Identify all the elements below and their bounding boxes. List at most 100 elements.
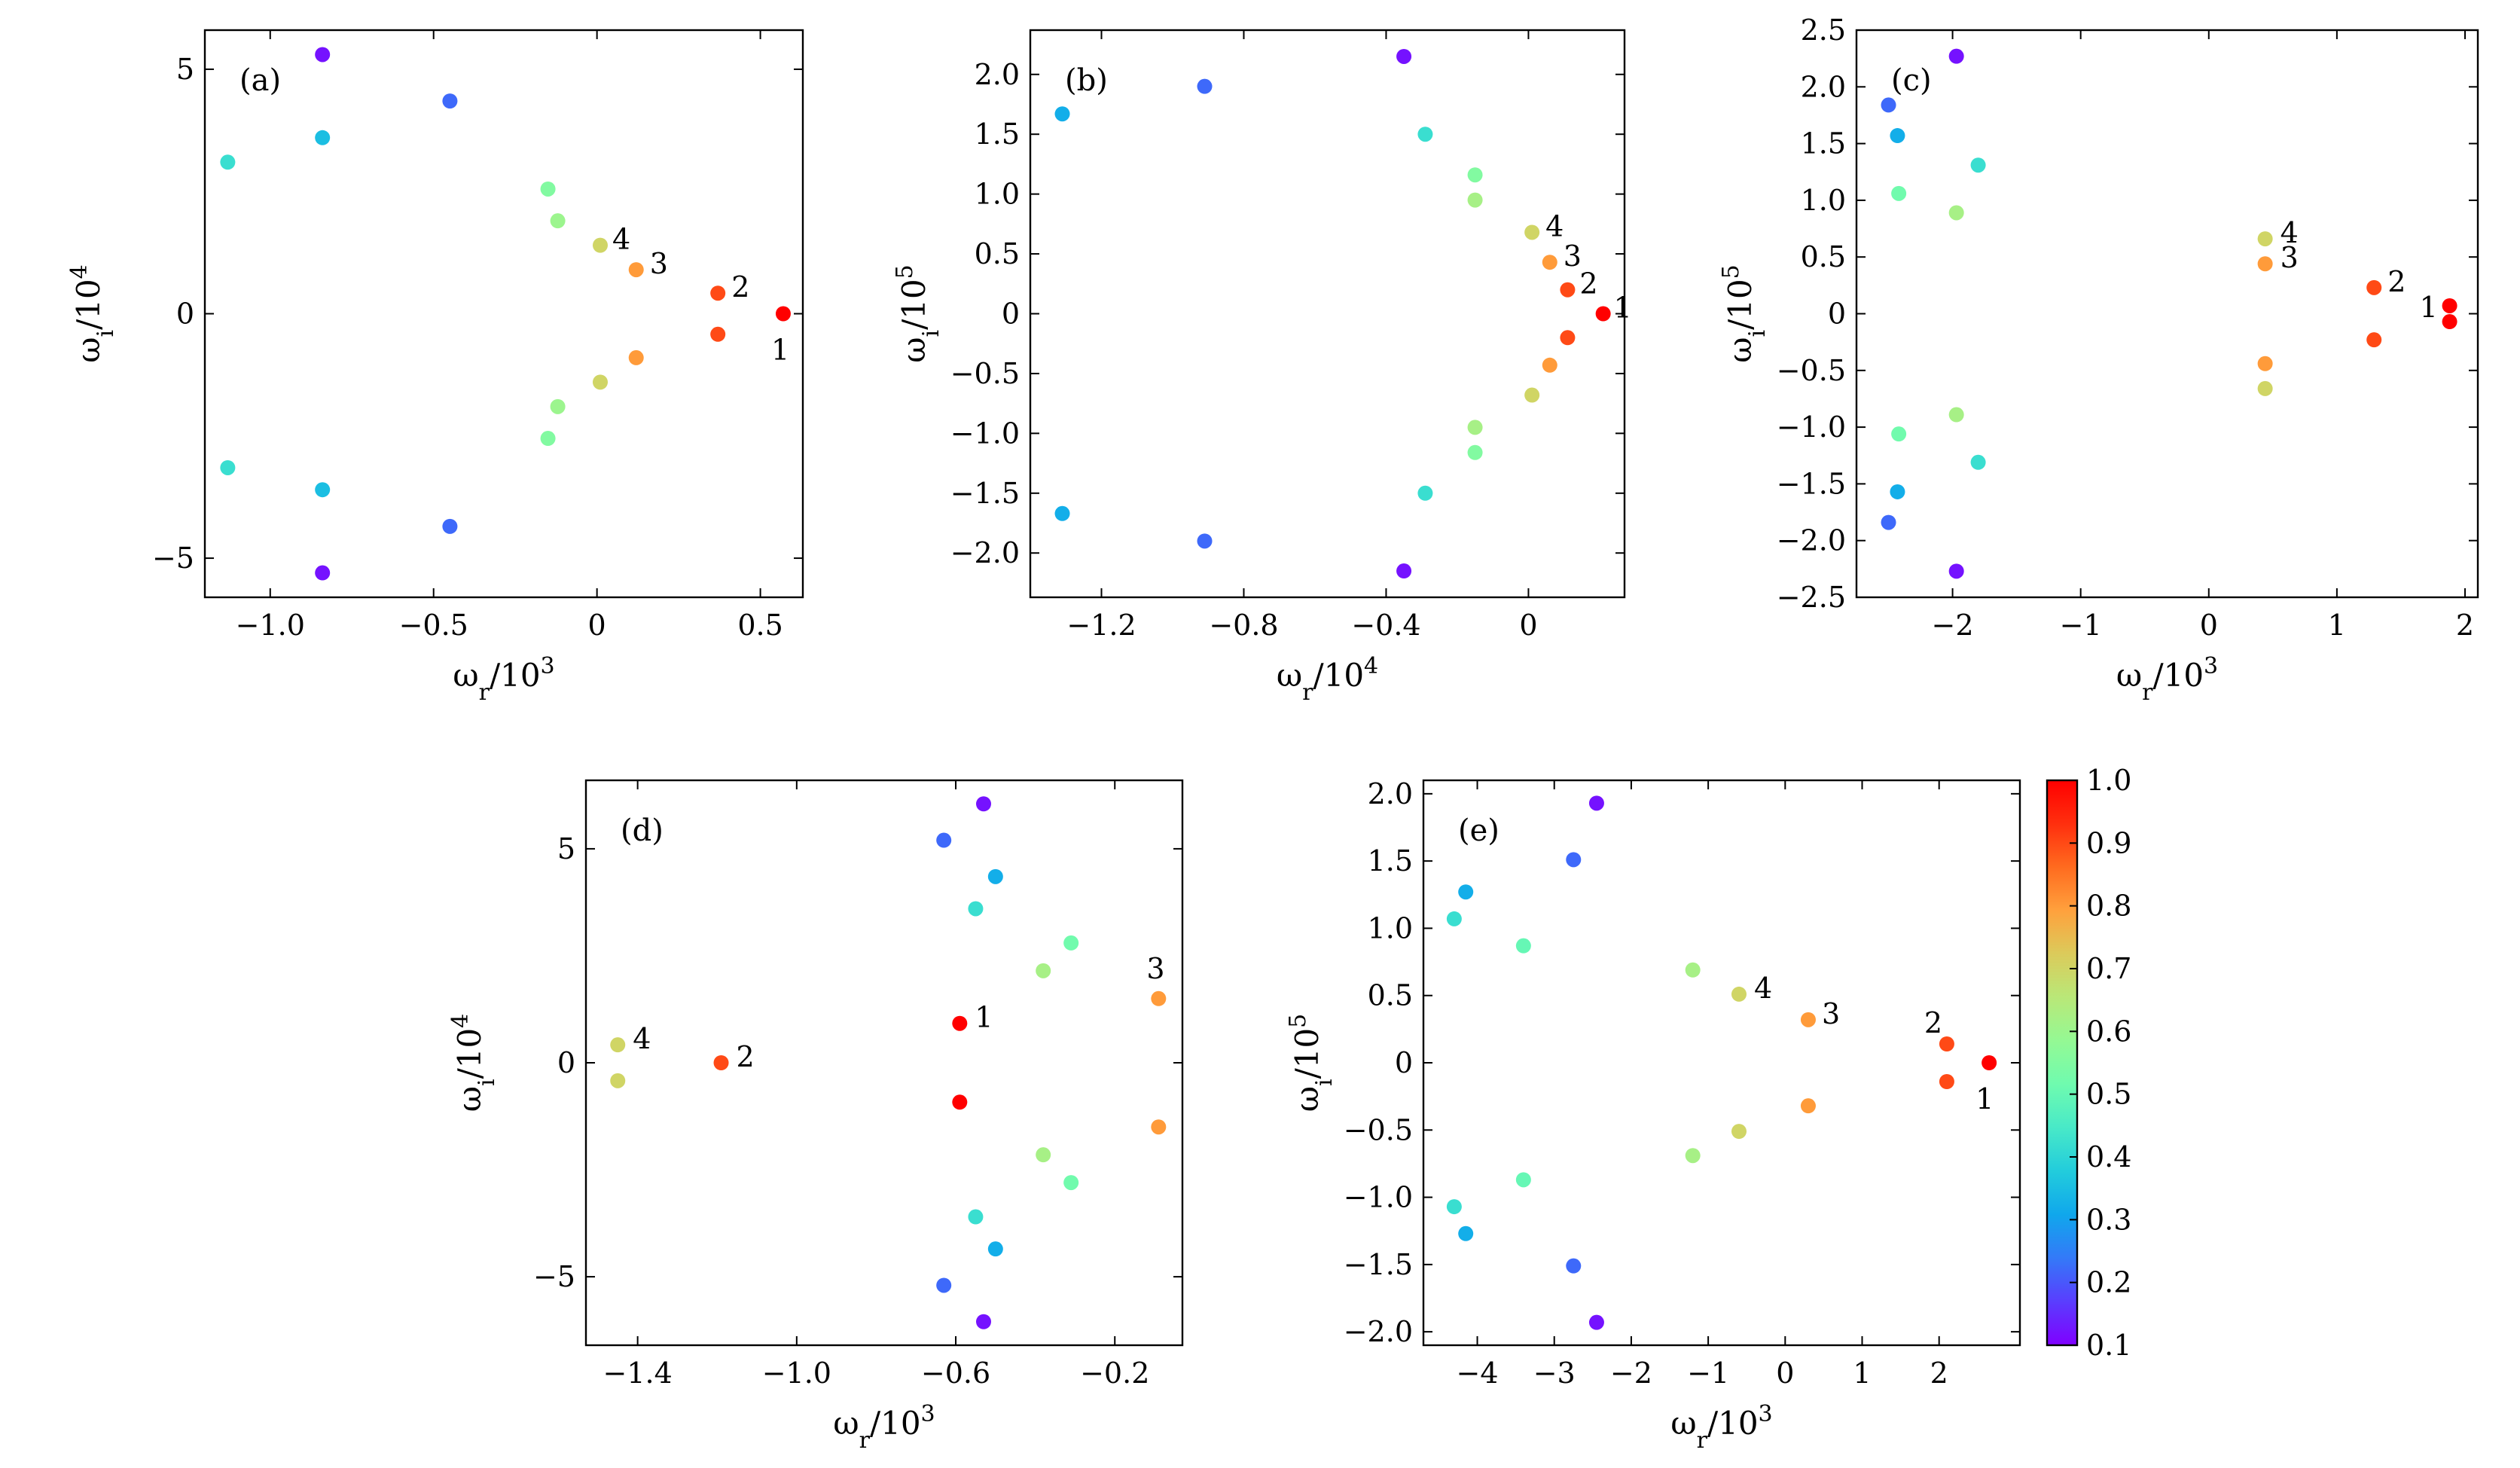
data-point [610, 1073, 626, 1088]
data-point [550, 398, 566, 414]
data-point [1731, 986, 1747, 1002]
data-point [936, 1277, 952, 1293]
data-point [442, 93, 458, 109]
data-point [1685, 962, 1701, 978]
y-tick-label: 1.0 [1801, 184, 1846, 217]
data-point [1948, 563, 1964, 579]
point-label: 4 [1754, 972, 1772, 1005]
data-point [1524, 224, 1540, 240]
data-point [1063, 935, 1079, 951]
data-point [1800, 1098, 1816, 1114]
colorbar-tick-label: 0.7 [2086, 952, 2131, 985]
x-tick-label: 0 [588, 609, 606, 642]
data-point [1800, 1012, 1816, 1027]
data-point [2366, 279, 2382, 295]
panel-label: (a) [239, 63, 281, 98]
x-tick-label: 1 [2328, 609, 2346, 642]
x-tick-label: −0.6 [921, 1357, 990, 1390]
chart-panel-e: −4 −3 −2 −1 0 1 2 −2.0 −1.5 −1.0 −0.5 0 0.5 1.0 1.5 2.0… [1285, 777, 2021, 1454]
data-point [1515, 1172, 1531, 1188]
point-label: 1 [2420, 291, 2438, 324]
y-axis-label: ωi/104 [447, 1014, 500, 1112]
data-point [1890, 128, 1905, 144]
data-point [1515, 938, 1531, 954]
x-tick-label: −1.0 [762, 1357, 831, 1390]
data-point [1151, 990, 1167, 1006]
colorbar-tick-label: 0.8 [2086, 890, 2131, 923]
data-point [1948, 205, 1964, 221]
data-point [315, 482, 331, 498]
data-point [220, 154, 236, 170]
plot-frame [1422, 779, 2021, 1347]
data-point [2257, 356, 2273, 371]
y-tick-label: 1.5 [1368, 844, 1413, 877]
colorbar-tick-label: 0.9 [2086, 826, 2131, 859]
point-label: 4 [612, 223, 630, 256]
data-point [610, 1037, 626, 1053]
data-point [2257, 380, 2273, 396]
data-point [2257, 256, 2273, 272]
point-label: 4 [633, 1022, 651, 1055]
colorbar: 0.1 0.2 0.3 0.4 0.5 0.6 0.7 0.8 0.9 1.0 [2046, 764, 2131, 1362]
data-point [315, 47, 331, 63]
data-point [1036, 1147, 1051, 1163]
y-tick-label: −1.5 [950, 477, 1020, 510]
x-axis-label: ωr/103 [2116, 653, 2218, 706]
y-tick-label: 1.0 [1368, 911, 1413, 945]
data-point [1542, 255, 1557, 270]
data-point [1524, 387, 1540, 403]
data-point [976, 796, 991, 812]
y-tick-label: 1.5 [1801, 127, 1846, 160]
data-point [1197, 78, 1213, 94]
data-point [2442, 298, 2457, 313]
data-point [1417, 127, 1433, 142]
y-tick-label: −5 [152, 542, 194, 575]
colorbar-tick-label: 0.5 [2086, 1078, 2131, 1111]
data-point [1982, 1055, 1997, 1070]
plot-frame [1855, 29, 2479, 599]
y-tick-label: −1.0 [950, 417, 1020, 450]
x-tick-label: −0.4 [1351, 609, 1420, 642]
panel-label: (c) [1891, 63, 1932, 98]
data-point [1566, 1258, 1582, 1274]
y-tick-label: −1.0 [1344, 1181, 1413, 1214]
x-tick-label: −1.2 [1066, 609, 1136, 642]
data-point [1939, 1074, 1954, 1089]
y-axis-label: ωi/105 [1718, 264, 1771, 363]
panel-label: (d) [621, 813, 664, 848]
data-point [1063, 1175, 1079, 1191]
data-point [1881, 514, 1896, 530]
y-axis-label: ωi/104 [66, 264, 119, 363]
y-tick-label: 1.0 [975, 178, 1020, 211]
point-label: 3 [650, 247, 668, 280]
data-point [628, 349, 644, 365]
point-label: 3 [1822, 997, 1840, 1030]
plot-frame [1029, 29, 1626, 599]
point-label: 2 [737, 1040, 755, 1073]
data-point [220, 459, 236, 475]
x-tick-label: −2 [1610, 1357, 1652, 1390]
data-point [987, 868, 1003, 884]
x-tick-label: −1.4 [603, 1357, 672, 1390]
colorbar-tick-label: 0.4 [2086, 1140, 2131, 1173]
data-point [2257, 231, 2273, 247]
data-point [1054, 505, 1070, 521]
point-label: 1 [1614, 291, 1632, 325]
data-point [1151, 1119, 1167, 1135]
x-tick-label: −2 [1932, 609, 1974, 642]
data-point [1595, 306, 1611, 322]
point-label: 2 [731, 270, 749, 304]
y-axis-label: ωi/105 [1285, 1014, 1338, 1112]
x-tick-label: −0.2 [1080, 1357, 1149, 1390]
data-point [1731, 1124, 1747, 1140]
colorbar-tick-label: 1.0 [2086, 764, 2131, 797]
data-point [1948, 48, 1964, 64]
y-tick-label: 0 [1395, 1046, 1413, 1079]
y-tick-label: 5 [176, 53, 194, 86]
x-tick-label: −3 [1533, 1357, 1576, 1390]
data-point [315, 565, 331, 581]
point-label: 4 [2281, 216, 2299, 249]
colorbar-tick-label: 0.2 [2086, 1266, 2131, 1299]
x-axis-label: ωr/103 [1670, 1401, 1772, 1454]
